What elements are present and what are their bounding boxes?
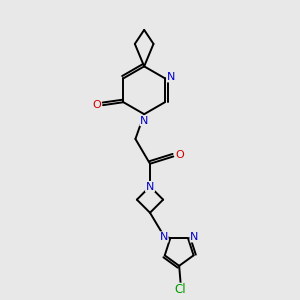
Text: O: O bbox=[176, 150, 184, 160]
Text: Cl: Cl bbox=[175, 283, 186, 296]
Text: N: N bbox=[146, 182, 154, 191]
Text: N: N bbox=[140, 116, 148, 126]
Text: O: O bbox=[92, 100, 101, 110]
Text: N: N bbox=[160, 232, 168, 242]
Text: N: N bbox=[146, 182, 154, 191]
Text: N: N bbox=[167, 72, 176, 82]
Text: N: N bbox=[190, 232, 199, 242]
